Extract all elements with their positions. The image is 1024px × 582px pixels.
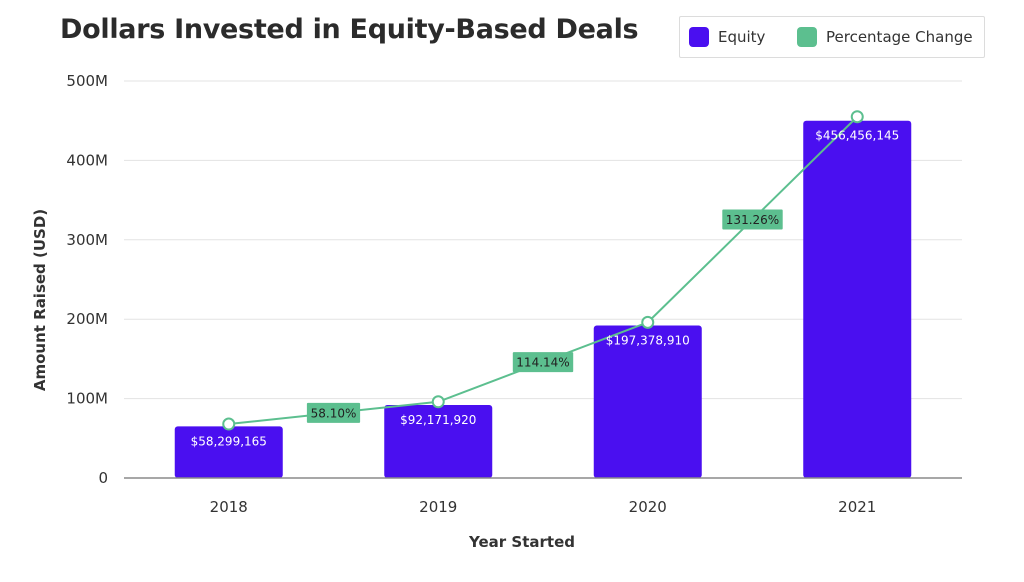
line-point	[641, 315, 655, 329]
y-tick-label: 400M	[66, 151, 108, 169]
equity-bar	[384, 404, 493, 478]
legend-label-percentage-change: Percentage Change	[826, 28, 973, 46]
x-axis-title: Year Started	[468, 533, 575, 551]
y-tick-label: 200M	[66, 310, 108, 328]
line-point	[431, 395, 445, 409]
equity-bars	[174, 120, 912, 478]
y-tick-label: 300M	[66, 231, 108, 249]
legend-swatch-equity	[689, 27, 709, 47]
legend-item-percentage-change[interactable]: Percentage Change	[797, 17, 973, 57]
y-tick-label: 100M	[66, 390, 108, 408]
line-point	[222, 417, 236, 431]
x-axis-ticks: 2018 2019 2020 2021	[210, 498, 877, 516]
legend-swatch-percentage-change	[797, 27, 817, 47]
y-axis-title: Amount Raised (USD)	[31, 209, 49, 391]
pct-label-box	[306, 402, 361, 423]
legend-item-equity[interactable]: Equity	[689, 17, 765, 57]
y-axis-ticks: 0 100M 200M 300M 400M 500M	[66, 72, 108, 487]
x-tick-label: 2018	[210, 498, 248, 516]
x-tick-label: 2021	[838, 498, 876, 516]
pct-change-label: 114.14%	[516, 356, 569, 370]
pct-label-box	[722, 209, 783, 230]
percentage-change-line: 58.10% 114.14% 131.26%	[222, 110, 864, 431]
equity-bar	[593, 325, 702, 478]
chart-title: Dollars Invested in Equity-Based Deals	[60, 14, 639, 45]
pct-change-label: 131.26%	[726, 213, 779, 227]
y-tick-label: 0	[98, 469, 108, 487]
chart-legend: Equity Percentage Change	[679, 16, 985, 58]
legend-label-equity: Equity	[718, 28, 766, 46]
bar-value-labels: $58,299,165 $92,171,920 $197,378,910 $456,4…	[191, 129, 900, 449]
pct-label-box	[512, 352, 574, 373]
x-tick-label: 2020	[629, 498, 667, 516]
percentage-change-polyline	[228, 116, 858, 426]
pct-change-label: 58.10%	[311, 406, 357, 420]
bar-value-label: $456,456,145	[815, 129, 899, 143]
bar-value-label: $58,299,165	[191, 434, 267, 448]
equity-bar	[174, 426, 283, 478]
bar-value-label: $92,171,920	[400, 413, 476, 427]
x-tick-label: 2019	[419, 498, 457, 516]
line-point	[850, 110, 864, 124]
equity-bar	[803, 120, 912, 478]
bar-value-label: $197,378,910	[606, 334, 690, 348]
y-tick-label: 500M	[66, 72, 108, 90]
